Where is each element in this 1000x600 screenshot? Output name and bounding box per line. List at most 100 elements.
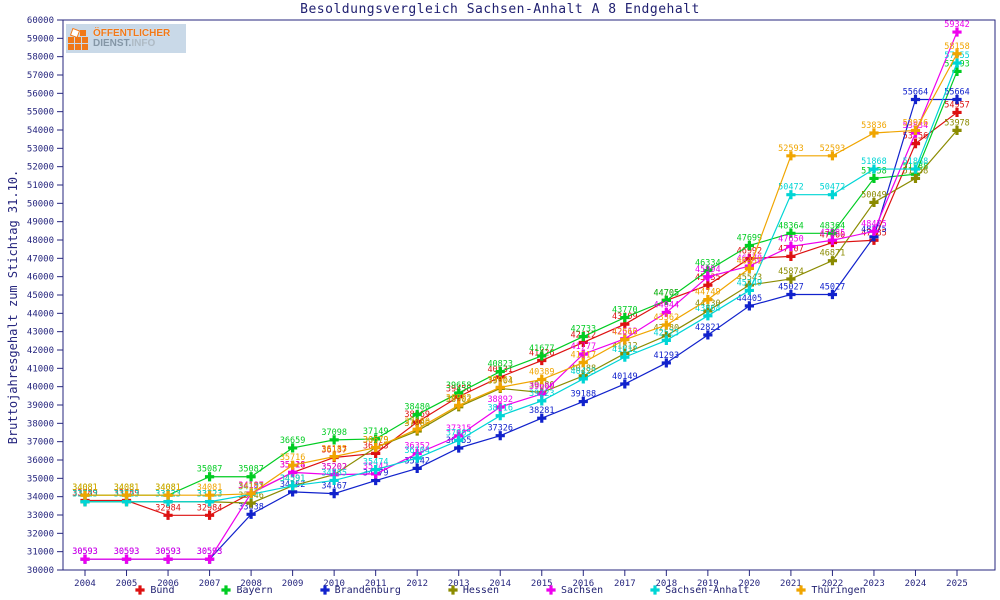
data-point-marker xyxy=(661,331,671,341)
data-point-marker xyxy=(703,280,713,290)
data-point-marker xyxy=(288,467,298,477)
data-point-marker xyxy=(80,490,90,500)
data-point-label: 52593 xyxy=(778,144,804,154)
data-point-label: 39961 xyxy=(487,375,513,385)
data-point-label: 30593 xyxy=(197,547,223,557)
data-point-marker xyxy=(537,351,547,361)
data-point-label: 51868 xyxy=(861,157,887,167)
data-point-marker xyxy=(744,253,754,264)
data-point-marker xyxy=(620,352,630,362)
data-point-marker xyxy=(578,396,588,407)
data-point-label: 37326 xyxy=(487,424,513,434)
data-point-label: 44705 xyxy=(654,288,680,298)
x-tick-label: 2024 xyxy=(905,579,927,589)
data-point-label: 36679 xyxy=(363,436,389,446)
data-point-label: 45874 xyxy=(778,267,804,277)
x-tick-label: 2014 xyxy=(489,579,511,589)
y-tick-label: 48000 xyxy=(27,236,54,246)
data-point-label: 44044 xyxy=(654,301,680,311)
data-point-marker xyxy=(204,497,215,507)
y-tick-label: 32000 xyxy=(27,529,54,539)
data-point-label: 34193 xyxy=(238,481,264,491)
data-point-marker xyxy=(412,424,422,434)
x-tick-label: 2021 xyxy=(780,579,802,589)
x-tick-label: 2022 xyxy=(822,579,844,589)
data-point-label: 44405 xyxy=(737,294,763,304)
data-point-marker xyxy=(703,311,713,321)
y-tick-label: 30000 xyxy=(27,566,54,576)
data-point-marker xyxy=(578,357,588,368)
data-point-label: 47699 xyxy=(737,234,763,244)
series-line-Sachsen-Anhalt xyxy=(85,62,958,503)
data-point-label: 41293 xyxy=(654,351,680,361)
data-point-marker xyxy=(246,509,256,519)
x-tick-label: 2004 xyxy=(74,579,96,589)
data-point-label: 36659 xyxy=(280,436,306,446)
y-tick-label: 59000 xyxy=(27,34,54,44)
data-point-label: 48364 xyxy=(820,221,846,231)
x-tick-label: 2012 xyxy=(406,579,428,589)
data-point-marker xyxy=(288,460,298,470)
data-point-label: 34081 xyxy=(197,483,223,493)
legend-item-Brandenburg: Brandenburg xyxy=(319,584,401,596)
data-point-label: 41812 xyxy=(612,341,638,351)
legend-item-Bayern: Bayern xyxy=(220,584,273,596)
y-tick-label: 45000 xyxy=(27,291,54,301)
data-point-label: 40823 xyxy=(487,360,513,370)
data-point-marker xyxy=(204,510,215,520)
data-point-marker xyxy=(952,125,962,136)
data-point-marker xyxy=(329,470,339,480)
data-point-label: 37098 xyxy=(321,428,347,438)
data-point-label: 42612 xyxy=(612,327,638,337)
data-point-label: 32984 xyxy=(155,503,181,513)
data-point-label: 34081 xyxy=(72,483,98,493)
data-point-label: 30593 xyxy=(197,547,223,557)
data-point-marker xyxy=(910,94,921,105)
y-tick-label: 51000 xyxy=(27,181,54,191)
x-tick-label: 2020 xyxy=(739,579,761,589)
data-point-label: 53976 xyxy=(903,118,929,128)
y-tick-label: 53000 xyxy=(27,144,54,154)
legend-marker-icon xyxy=(448,585,458,595)
data-point-label: 35087 xyxy=(238,465,264,475)
data-point-label: 36185 xyxy=(321,445,347,455)
data-point-label: 41677 xyxy=(529,344,555,354)
data-point-label: 41777 xyxy=(570,342,596,352)
data-point-label: 39658 xyxy=(446,381,472,391)
x-tick-label: 2013 xyxy=(448,579,470,589)
data-point-label: 43362 xyxy=(654,313,680,323)
data-point-marker xyxy=(744,263,754,273)
data-point-label: 46578 xyxy=(737,254,763,264)
data-point-marker xyxy=(910,125,921,136)
data-point-marker xyxy=(537,374,547,385)
data-point-marker xyxy=(454,435,464,446)
series-line-Sachsen xyxy=(85,31,958,560)
data-point-marker xyxy=(454,388,464,398)
data-point-label: 37680 xyxy=(404,417,430,427)
data-point-marker xyxy=(495,411,505,421)
y-tick-label: 44000 xyxy=(27,309,54,319)
data-point-marker xyxy=(578,337,588,348)
data-point-label: 37315 xyxy=(446,424,472,434)
data-point-label: 34081 xyxy=(72,483,98,493)
data-point-label: 43864 xyxy=(695,304,721,314)
data-point-marker xyxy=(827,228,838,238)
y-tick-label: 38000 xyxy=(27,419,54,429)
data-point-marker xyxy=(744,301,754,311)
data-point-label: 46871 xyxy=(820,249,846,259)
data-point-label: 48475 xyxy=(861,219,887,229)
data-point-label: 42566 xyxy=(612,328,638,338)
data-point-marker xyxy=(910,139,921,149)
data-point-label: 54957 xyxy=(944,100,970,110)
oeffentlicher-dienst-logo[interactable]: ÖFFENTLICHER DIENST.INFO xyxy=(66,24,186,53)
data-point-label: 51868 xyxy=(903,157,929,167)
data-point-marker xyxy=(204,490,215,500)
data-point-label: 30593 xyxy=(155,547,181,557)
x-tick-label: 2015 xyxy=(531,579,553,589)
legend-label: Hessen xyxy=(462,584,499,596)
data-point-label: 39904 xyxy=(487,376,513,386)
data-point-label: 45543 xyxy=(737,273,763,283)
data-point-label: 30593 xyxy=(72,547,98,557)
data-point-marker xyxy=(412,409,422,420)
